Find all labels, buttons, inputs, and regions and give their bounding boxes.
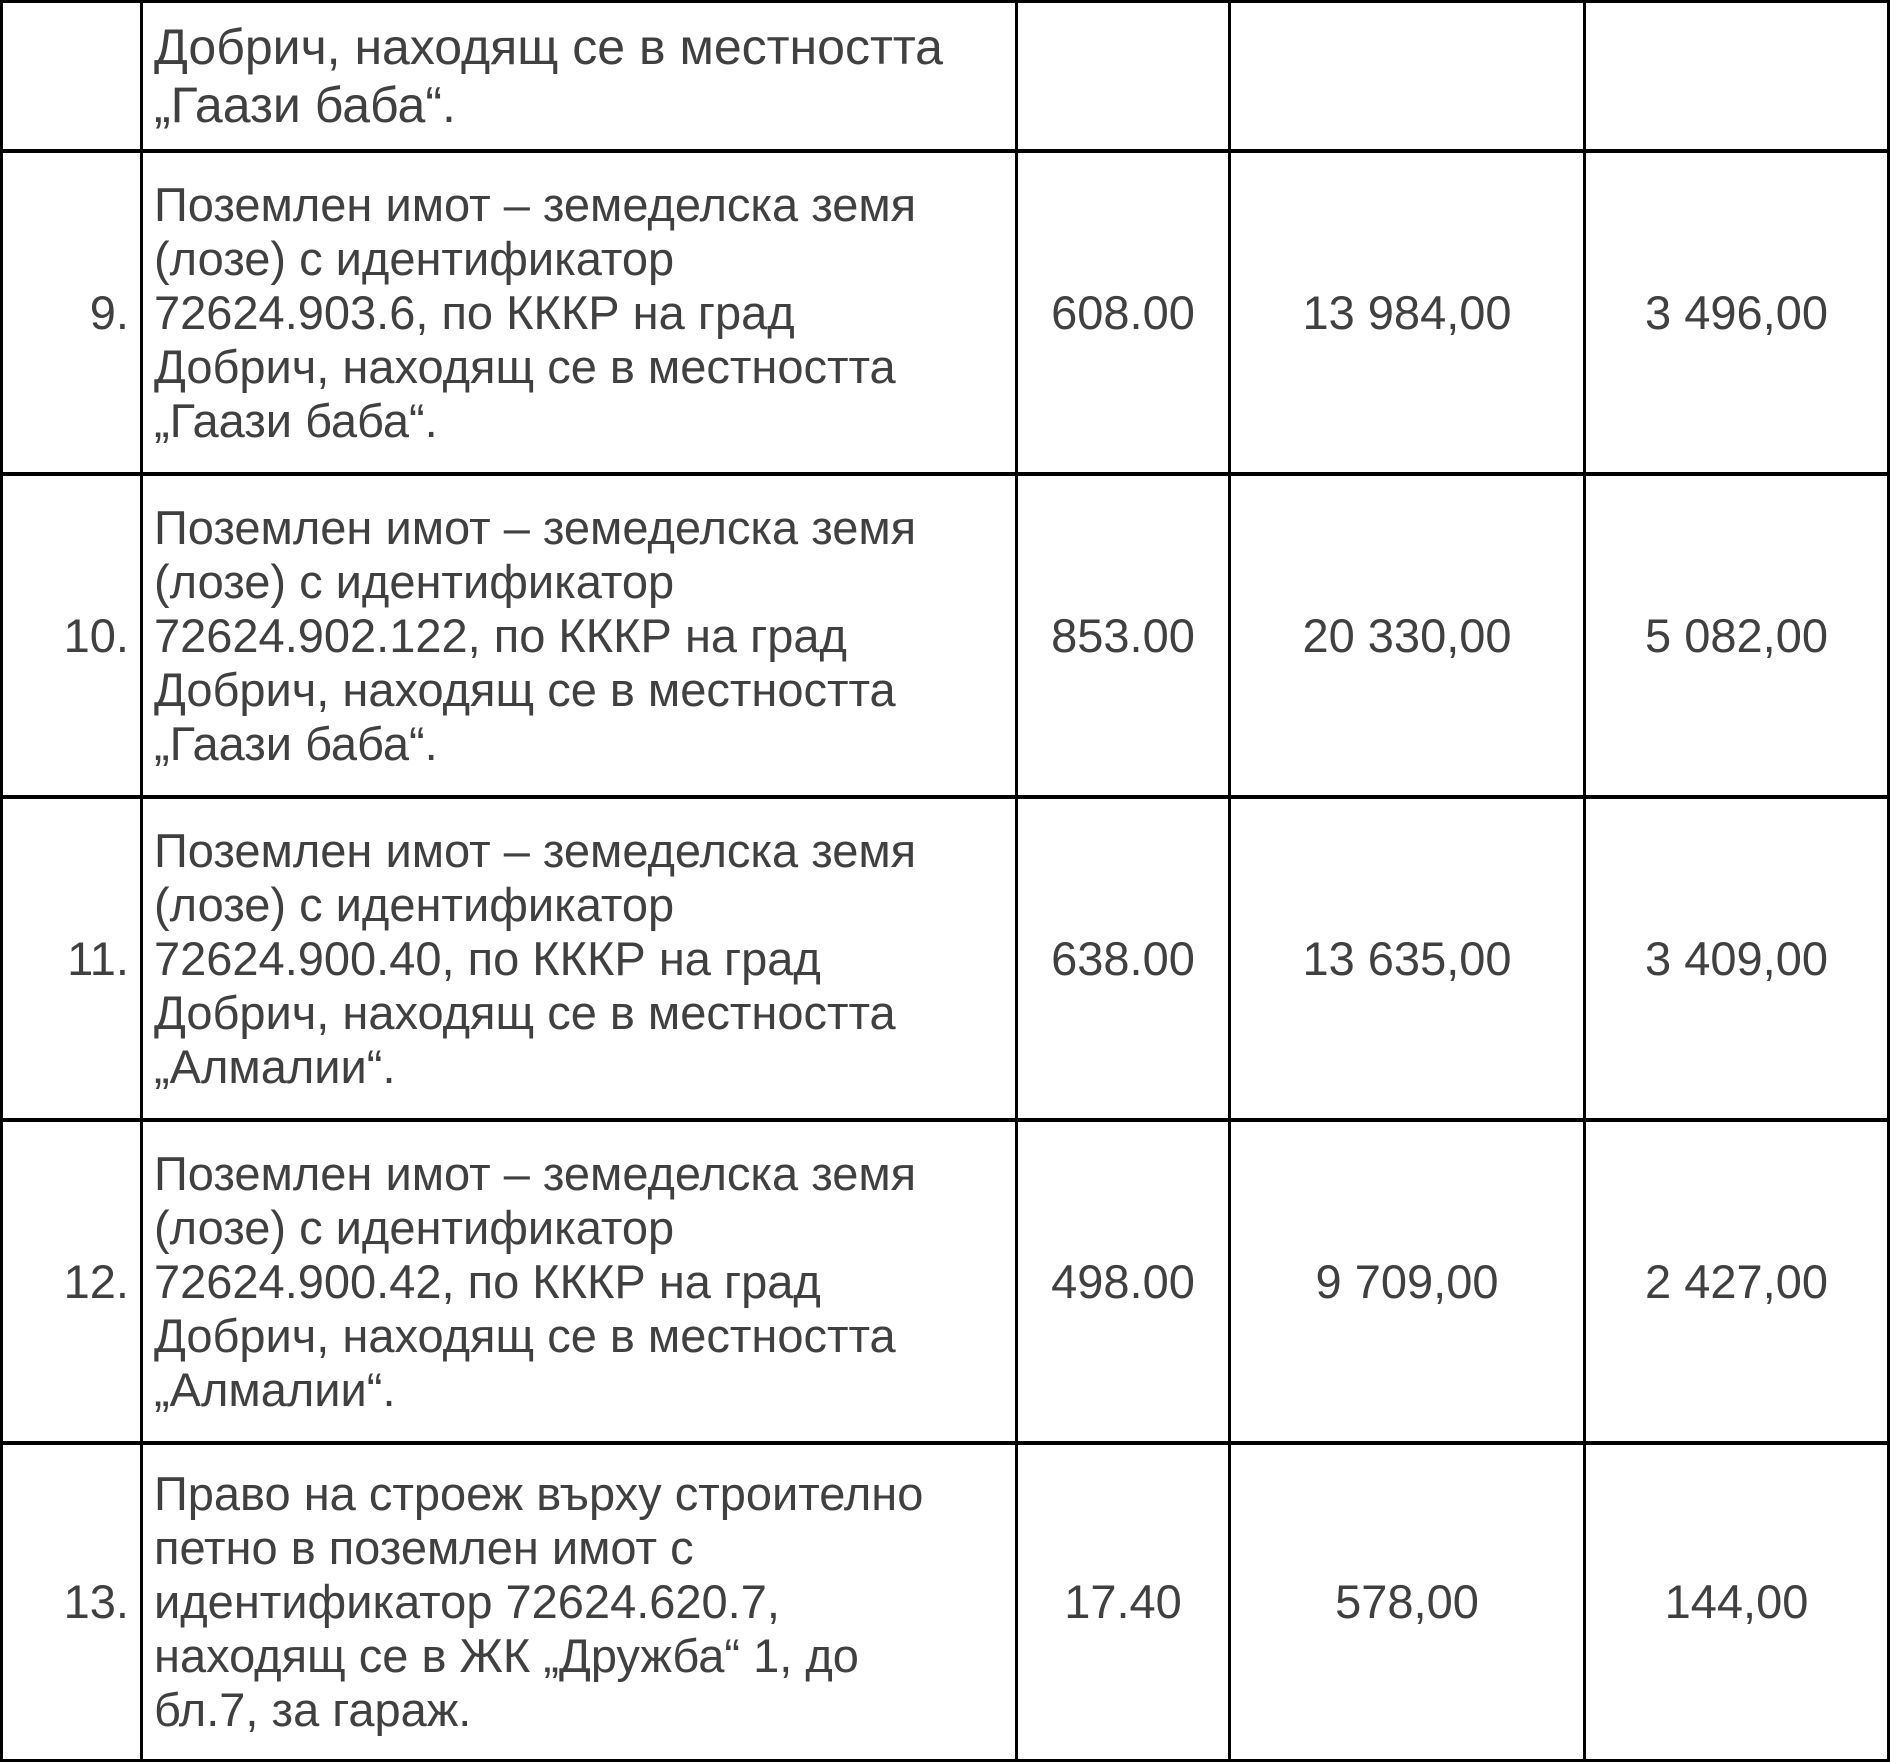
area-cell: 638.00: [1018, 799, 1228, 1118]
description-line: Поземлен имот – земеделска земя: [154, 177, 917, 231]
description-cell: Поземлен имот – земеделска земя (лозе) с…: [143, 1122, 1015, 1441]
tax-value-cell: 3 409,00: [1586, 799, 1887, 1118]
description-line: Добрич, находящ се в местността: [154, 339, 896, 393]
value-cell: 578,00: [1231, 1445, 1583, 1759]
area-cell: 853.00: [1018, 476, 1228, 795]
description-line: Добрич, находящ се в местността: [154, 19, 943, 75]
area-cell: 608.00: [1018, 153, 1228, 472]
description-line: Добрич, находящ се в местността: [154, 1308, 896, 1362]
row-number: 9.: [89, 285, 129, 339]
description-line: „Алмалии“.: [154, 1039, 396, 1093]
description-cell: Поземлен имот – земеделска земя (лозе) с…: [143, 799, 1015, 1118]
description-line: идентификатор 72624.620.7,: [154, 1575, 780, 1628]
area-cell: [1018, 3, 1228, 149]
row-number-cell: 10.: [3, 476, 140, 795]
tax-value-cell: 5 082,00: [1586, 476, 1887, 795]
value: 9 709,00: [1315, 1254, 1499, 1308]
description-cell: Право на строеж върху строително петно в…: [143, 1445, 1015, 1759]
row-number-cell: 12.: [3, 1122, 140, 1441]
tax-value-cell: 2 427,00: [1586, 1122, 1887, 1441]
description-line: (лозе) с идентификатор: [154, 554, 675, 608]
row-number: 11.: [67, 931, 129, 985]
description-line: Добрич, находящ се в местността: [154, 662, 896, 716]
description-line: (лозе) с идентификатор: [154, 1200, 675, 1254]
tax-value: 3 496,00: [1645, 285, 1828, 339]
value: 578,00: [1335, 1575, 1479, 1628]
description-line: бл.7, за гараж.: [154, 1683, 472, 1736]
value-cell: 20 330,00: [1231, 476, 1583, 795]
description-line: 72624.902.122, по КККР на град: [154, 608, 847, 662]
row-number-cell: 11.: [3, 799, 140, 1118]
description-line: „Алмалии“.: [154, 1362, 396, 1416]
description-line: находящ се в ЖК „Дружба“ 1, до: [154, 1629, 859, 1682]
row-number-cell: [3, 3, 140, 149]
description-line: Добрич, находящ се в местността: [154, 985, 896, 1039]
value: 13 984,00: [1302, 285, 1512, 339]
value-cell: 9 709,00: [1231, 1122, 1583, 1441]
tax-value-cell: [1586, 3, 1887, 149]
description-cell: Поземлен имот – земеделска земя (лозе) с…: [143, 153, 1015, 472]
description-line: „Гаази баба“.: [154, 716, 438, 770]
tax-value-cell: 144,00: [1586, 1445, 1887, 1759]
area-value: 17.40: [1064, 1575, 1182, 1628]
value-cell: 13 984,00: [1231, 153, 1583, 472]
description-line: 72624.900.42, по КККР на град: [154, 1254, 821, 1308]
row-number-cell: 9.: [3, 153, 140, 472]
tax-value: 3 409,00: [1645, 931, 1828, 985]
description-line: 72624.903.6, по КККР на град: [154, 285, 795, 339]
row-number: 12.: [63, 1254, 129, 1308]
description-line: (лозе) с идентификатор: [154, 231, 675, 285]
description-line: 72624.900.40, по КККР на град: [154, 931, 821, 985]
description-line: „Гаази баба“.: [154, 393, 438, 447]
value: 13 635,00: [1302, 931, 1512, 985]
tax-value: 5 082,00: [1645, 608, 1828, 662]
description-line: петно в поземлен имот с: [154, 1521, 694, 1574]
row-number: 13.: [63, 1575, 129, 1628]
area-value: 638.00: [1051, 931, 1195, 985]
description-line: Поземлен имот – земеделска земя: [154, 500, 917, 554]
description-line: (лозе) с идентификатор: [154, 877, 675, 931]
tax-value: 2 427,00: [1645, 1254, 1828, 1308]
value-cell: [1231, 3, 1583, 149]
tax-value: 144,00: [1664, 1575, 1809, 1628]
area-value: 498.00: [1051, 1254, 1195, 1308]
area-cell: 498.00: [1018, 1122, 1228, 1441]
row-number: 10.: [63, 608, 129, 662]
value-cell: 13 635,00: [1231, 799, 1583, 1118]
description-cell: Добрич, находящ се в местността „Гаази б…: [143, 3, 1015, 149]
area-cell: 17.40: [1018, 1445, 1228, 1759]
area-value: 853.00: [1051, 608, 1195, 662]
description-line: Поземлен имот – земеделска земя: [154, 823, 917, 877]
description-line: „Гаази баба“.: [154, 77, 456, 133]
description-cell: Поземлен имот – земеделска земя (лозе) с…: [143, 476, 1015, 795]
description-line: Право на строеж върху строително: [154, 1467, 924, 1520]
row-number-cell: 13.: [3, 1445, 140, 1759]
value: 20 330,00: [1302, 608, 1512, 662]
area-value: 608.00: [1051, 285, 1195, 339]
description-line: Поземлен имот – земеделска земя: [154, 1146, 917, 1200]
tax-value-cell: 3 496,00: [1586, 153, 1887, 472]
